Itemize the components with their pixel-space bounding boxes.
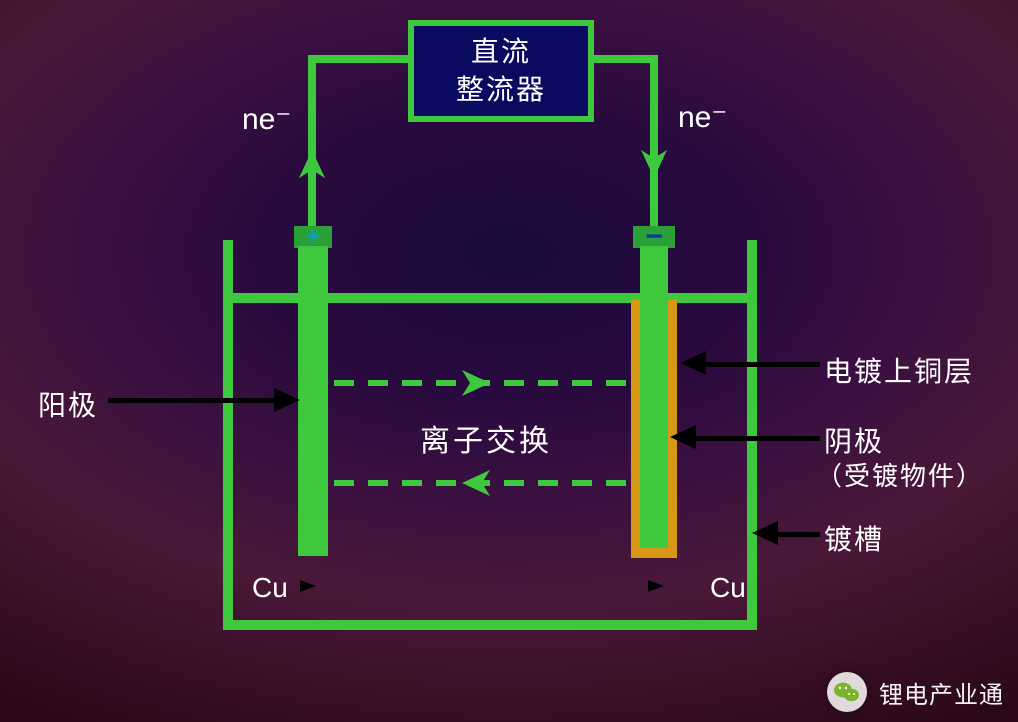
cathode-terminal-cap: − [633,226,675,248]
cathode-callout-label-1: 阴极 [824,420,884,460]
wechat-icon [827,672,867,712]
wire-top-left [308,55,410,63]
cu-right-arrow-icon [648,580,664,592]
anode-terminal-cap: + [294,226,332,248]
ion-exchange-label: 离子交换 [420,416,552,460]
ion-arrow-left-icon [462,470,490,496]
wire-right-vertical [650,55,658,230]
copper-layer-callout-arrow-icon [680,351,706,375]
anode-callout-arrow-icon [274,388,300,412]
tank-bottom [223,620,757,630]
ion-arrow-right-icon [462,370,490,396]
rectifier-label-1: 直流 [471,33,531,71]
tank-left-wall [223,240,233,628]
wire-top-right [592,55,658,63]
footer-text: 锂电产业通 [879,675,1004,710]
anode-callout-label: 阳极 [38,384,98,424]
ne-left-label: ne⁻ [242,102,291,137]
ne-right-label: ne⁻ [678,100,727,135]
cu-right-label: Cu [710,572,746,604]
cathode-callout-label-2: （受镀物件） [816,456,984,493]
cathode-electrode [640,246,668,548]
cathode-callout-arrow-icon [670,425,696,449]
rectifier-box: 直流 整流器 [408,20,594,122]
tank-callout-line [776,532,820,537]
current-arrow-down-icon [641,150,667,178]
wire-left-vertical [308,55,316,230]
footer-brand: 锂电产业通 [827,672,1004,712]
tank-callout-label: 镀槽 [824,518,884,558]
anode-callout-line [108,398,278,403]
copper-layer-callout-line [704,362,820,367]
copper-layer-callout-label: 电镀上铜层 [824,350,974,390]
rectifier-label-2: 整流器 [456,71,546,109]
tank-callout-arrow-icon [752,521,778,545]
current-arrow-up-icon [299,150,325,178]
cathode-callout-line [694,436,820,441]
anode-electrode [298,246,328,556]
cu-left-arrow-icon [300,580,316,592]
tank-right-wall [747,240,757,628]
cu-left-label: Cu [252,572,288,604]
